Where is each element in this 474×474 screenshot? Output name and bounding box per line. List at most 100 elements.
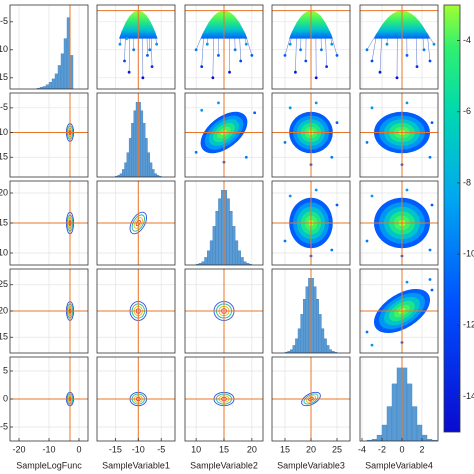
contour-line xyxy=(135,219,141,227)
y-tick-label: -15 xyxy=(0,152,8,162)
sample-point xyxy=(288,106,292,110)
panel xyxy=(361,357,438,441)
sample-point xyxy=(370,343,374,347)
panel xyxy=(272,181,350,265)
sample-point xyxy=(314,188,318,192)
histogram-bar xyxy=(292,345,296,353)
x-tick-label: -10 xyxy=(132,444,145,454)
x-tick-label: 0 xyxy=(76,444,81,454)
histogram-bar xyxy=(431,439,438,441)
panel xyxy=(195,181,253,265)
panel xyxy=(10,357,88,441)
x-axis-label: SampleVariable2 xyxy=(190,460,258,470)
histogram-bar xyxy=(158,175,162,177)
sample-point xyxy=(228,70,231,74)
contour-line xyxy=(305,395,317,403)
histogram-bar xyxy=(313,286,317,353)
panel xyxy=(10,93,88,177)
trace-line xyxy=(366,33,378,50)
sample-point xyxy=(385,42,389,46)
panel-frame xyxy=(96,356,176,442)
sample-point xyxy=(200,108,204,112)
histogram-bar xyxy=(154,173,157,177)
sample-point xyxy=(415,65,419,68)
histogram-bar xyxy=(149,162,153,177)
colorbar-tick-label: -4 xyxy=(463,35,471,45)
sample-point xyxy=(378,70,382,74)
sample-point xyxy=(320,48,323,52)
sample-point xyxy=(244,155,248,159)
histogram-bar xyxy=(51,78,56,89)
sample-point xyxy=(205,42,209,46)
colorbar xyxy=(443,4,461,433)
sample-point xyxy=(405,280,409,284)
histogram-bar xyxy=(411,406,418,441)
panel xyxy=(185,5,263,89)
sample-point xyxy=(127,70,131,74)
y-tick-label: 5 xyxy=(3,365,8,375)
contour-line xyxy=(301,391,321,407)
histogram-bar xyxy=(57,65,62,89)
histogram-bar xyxy=(147,152,150,177)
sample-point xyxy=(283,54,287,57)
sample-point xyxy=(250,54,254,57)
panel-frame xyxy=(271,268,351,354)
sample-point xyxy=(405,101,409,105)
sample-point xyxy=(233,48,237,52)
x-tick-label: -2 xyxy=(378,444,386,454)
sample-point xyxy=(125,37,129,40)
panel xyxy=(360,5,438,89)
y-tick-label: -5 xyxy=(0,421,8,431)
sample-point xyxy=(405,188,409,192)
histogram-bar xyxy=(201,261,205,265)
histogram-bar xyxy=(45,84,50,89)
sample-point xyxy=(288,42,292,46)
histogram-bar xyxy=(124,162,128,177)
histogram-bar xyxy=(386,406,393,441)
y-tick-label: 15 xyxy=(0,332,8,342)
contour-line xyxy=(133,217,143,229)
sample-point xyxy=(428,155,432,159)
y-tick-label: -10 xyxy=(0,127,8,137)
sample-point xyxy=(239,59,243,63)
sample-point xyxy=(141,76,145,80)
sample-point xyxy=(370,194,374,198)
x-axis-label: SampleVariable3 xyxy=(277,460,345,470)
histogram-bar xyxy=(323,338,327,353)
x-tick-label: -10 xyxy=(42,444,55,454)
colorbar-tick-label: -10 xyxy=(463,248,474,258)
y-tick-label: -5 xyxy=(0,16,8,26)
histogram-bar xyxy=(128,138,132,177)
histogram-bar xyxy=(48,82,53,89)
contour-line xyxy=(131,214,145,232)
x-tick-label: 20 xyxy=(247,444,257,454)
histogram-bar xyxy=(218,198,222,265)
histogram-bar xyxy=(229,211,233,265)
histogram-bar xyxy=(243,261,247,265)
panel-frame xyxy=(96,92,176,178)
sample-point xyxy=(430,121,434,125)
sample-point xyxy=(365,239,369,243)
histogram-bar xyxy=(54,73,59,89)
histogram-bar xyxy=(144,138,148,177)
colorbar-tick-label: -8 xyxy=(463,177,471,187)
panel-frame xyxy=(359,268,439,354)
y-tick-label: 20 xyxy=(0,187,8,197)
x-tick-label: -15 xyxy=(109,444,122,454)
y-tick-label: 25 xyxy=(0,279,8,289)
sample-point xyxy=(432,42,436,46)
histogram-bar xyxy=(237,250,241,265)
sample-point xyxy=(314,101,318,105)
histogram-bar xyxy=(212,226,216,265)
panel-frame xyxy=(184,268,264,354)
histogram-bar xyxy=(232,226,236,265)
sample-point xyxy=(217,101,220,105)
panel-frame xyxy=(359,356,439,442)
panel xyxy=(18,5,80,89)
histogram-bar xyxy=(151,169,155,177)
sample-point xyxy=(325,65,328,68)
histogram-bar xyxy=(300,314,304,353)
sample-point xyxy=(288,194,292,198)
x-tick-label: -4 xyxy=(358,444,366,454)
